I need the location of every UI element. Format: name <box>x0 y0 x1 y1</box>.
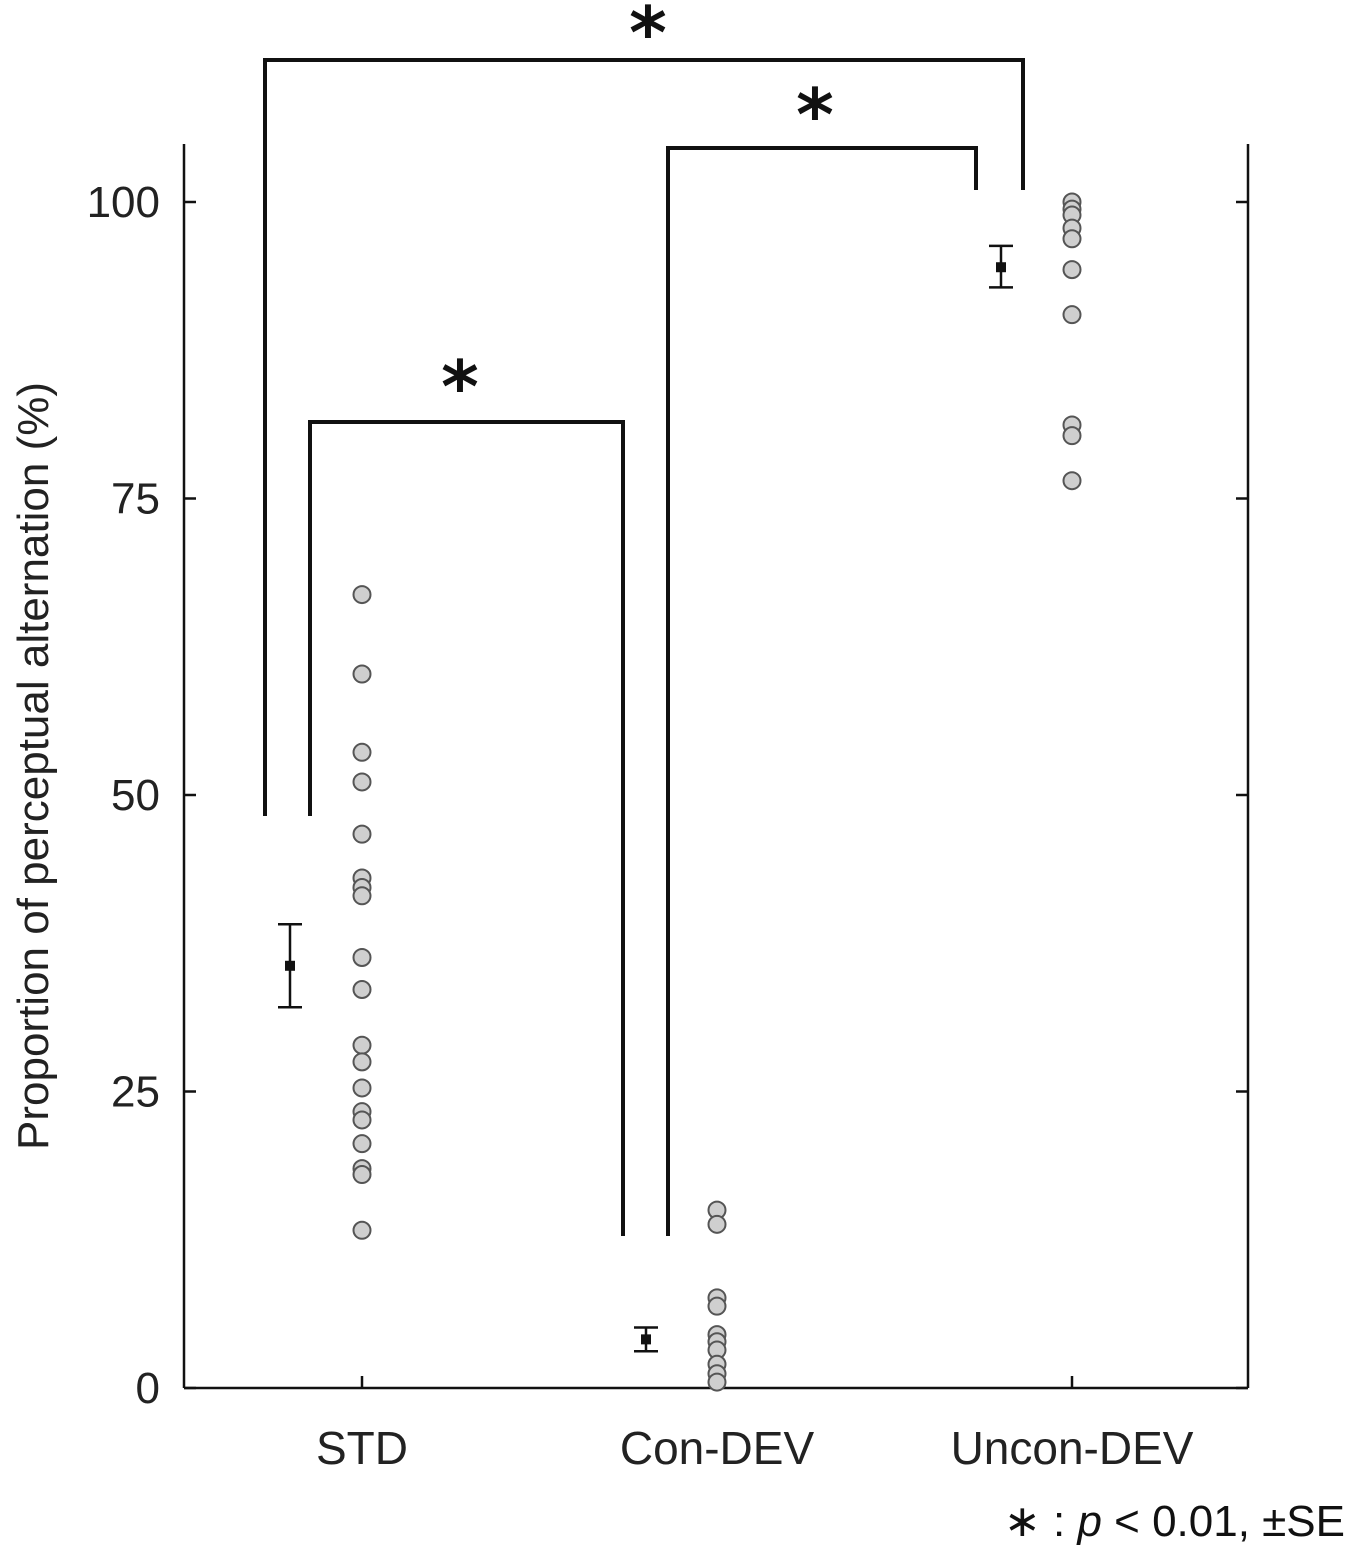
y-tick-label: 0 <box>136 1364 160 1413</box>
significance-note: ∗ : p < 0.01, ±SE <box>1004 1497 1345 1546</box>
note-italic: p <box>1075 1497 1101 1546</box>
data-point <box>352 1134 372 1154</box>
data-point <box>352 1165 372 1185</box>
x-tick-label: STD <box>316 1422 408 1474</box>
mean-marker <box>996 262 1006 273</box>
mean-marker <box>285 960 295 971</box>
note-suffix: < 0.01, ±SE <box>1102 1497 1345 1546</box>
data-point <box>352 585 372 605</box>
data-points <box>352 192 1082 1392</box>
data-point <box>1062 471 1082 491</box>
significance-star: * <box>629 0 667 75</box>
y-tick-label: 25 <box>111 1068 160 1117</box>
significance-bracket <box>666 146 978 1236</box>
data-point <box>352 1220 372 1240</box>
data-point <box>352 1110 372 1130</box>
significance-star: * <box>796 73 834 157</box>
data-point <box>352 1052 372 1072</box>
note-prefix: ∗ : <box>1004 1497 1078 1546</box>
data-point <box>1062 260 1082 280</box>
y-tick-label: 50 <box>111 771 160 820</box>
significance-bracket <box>308 420 625 1236</box>
y-tick-label: 75 <box>111 475 160 524</box>
y-axis-label: Proportion of perceptual alternation (%) <box>9 382 58 1150</box>
error-bars <box>278 244 1013 1353</box>
data-point <box>707 1296 727 1316</box>
data-point <box>352 742 372 762</box>
data-point <box>352 664 372 684</box>
axis-ticks: 0 25 50 75 100 STD Con-DEV Uncon-DEV <box>87 178 1248 1474</box>
significance-brackets: * * * <box>263 0 1025 1236</box>
data-point <box>352 772 372 792</box>
data-point <box>707 1214 727 1234</box>
data-point <box>352 947 372 967</box>
x-tick-label: Uncon-DEV <box>951 1422 1194 1474</box>
data-point <box>1062 426 1082 446</box>
data-point <box>1062 305 1082 325</box>
data-point <box>352 824 372 844</box>
data-point <box>352 886 372 906</box>
data-point <box>352 1035 372 1055</box>
data-point <box>1062 229 1082 249</box>
significance-star: * <box>441 345 479 429</box>
mean-marker <box>641 1334 651 1345</box>
data-point <box>707 1372 727 1392</box>
y-tick-label: 100 <box>87 178 160 227</box>
data-point <box>352 1078 372 1098</box>
data-point <box>352 980 372 1000</box>
x-tick-label: Con-DEV <box>620 1422 815 1474</box>
significance-bracket <box>263 58 1025 816</box>
